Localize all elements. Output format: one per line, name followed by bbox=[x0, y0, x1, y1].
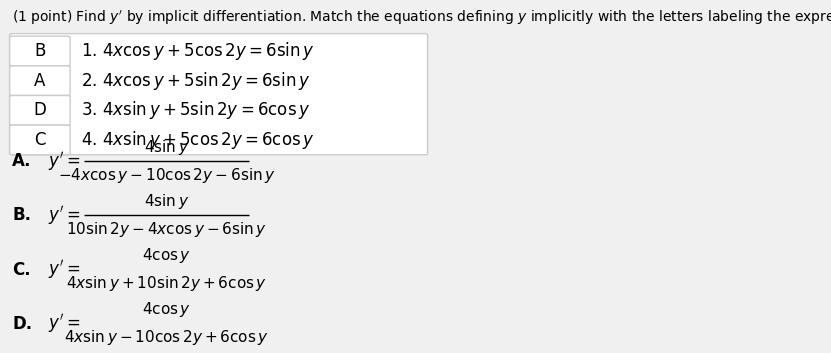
Text: $y' = $: $y' = $ bbox=[48, 204, 81, 227]
Text: B.: B. bbox=[12, 207, 32, 225]
FancyBboxPatch shape bbox=[10, 96, 70, 125]
Text: C: C bbox=[34, 131, 46, 149]
Text: $10\sin 2y - 4x\cos y - 6\sin y$: $10\sin 2y - 4x\cos y - 6\sin y$ bbox=[66, 220, 267, 239]
Text: B: B bbox=[34, 42, 46, 60]
Text: $-4x\cos y - 10\cos 2y - 6\sin y$: $-4x\cos y - 10\cos 2y - 6\sin y$ bbox=[57, 166, 275, 185]
Text: $y' = $: $y' = $ bbox=[48, 150, 81, 173]
FancyBboxPatch shape bbox=[10, 34, 428, 155]
Text: $y' = $: $y' = $ bbox=[48, 312, 81, 335]
Text: C.: C. bbox=[12, 261, 31, 279]
FancyBboxPatch shape bbox=[10, 36, 70, 66]
FancyBboxPatch shape bbox=[10, 66, 70, 96]
Text: $4\cos y$: $4\cos y$ bbox=[142, 300, 191, 319]
Text: D.: D. bbox=[12, 315, 32, 333]
Text: $y' = $: $y' = $ bbox=[48, 258, 81, 281]
Text: 1. $4x\cos y + 5\cos 2y = 6\sin y$: 1. $4x\cos y + 5\cos 2y = 6\sin y$ bbox=[81, 40, 315, 62]
Text: $4\cos y$: $4\cos y$ bbox=[142, 246, 191, 265]
Text: D: D bbox=[33, 101, 47, 119]
Text: $4\sin y$: $4\sin y$ bbox=[144, 138, 189, 157]
Text: (1 point) Find $y'$ by implicit differentiation. Match the equations defining $y: (1 point) Find $y'$ by implicit differen… bbox=[12, 9, 831, 27]
FancyBboxPatch shape bbox=[10, 125, 70, 155]
Text: 4. $4x\sin y + 5\cos 2y = 6\cos y$: 4. $4x\sin y + 5\cos 2y = 6\cos y$ bbox=[81, 129, 315, 151]
Text: $4x\sin y + 10\sin 2y + 6\cos y$: $4x\sin y + 10\sin 2y + 6\cos y$ bbox=[66, 274, 267, 293]
Text: A: A bbox=[34, 72, 46, 90]
Text: A.: A. bbox=[12, 152, 32, 170]
Text: 2. $4x\cos y + 5\sin 2y = 6\sin y$: 2. $4x\cos y + 5\sin 2y = 6\sin y$ bbox=[81, 70, 311, 92]
Text: $4x\sin y - 10\cos 2y + 6\cos y$: $4x\sin y - 10\cos 2y + 6\cos y$ bbox=[64, 328, 268, 347]
Text: 3. $4x\sin y + 5\sin 2y = 6\cos y$: 3. $4x\sin y + 5\sin 2y = 6\cos y$ bbox=[81, 99, 311, 121]
Text: $4\sin y$: $4\sin y$ bbox=[144, 192, 189, 211]
